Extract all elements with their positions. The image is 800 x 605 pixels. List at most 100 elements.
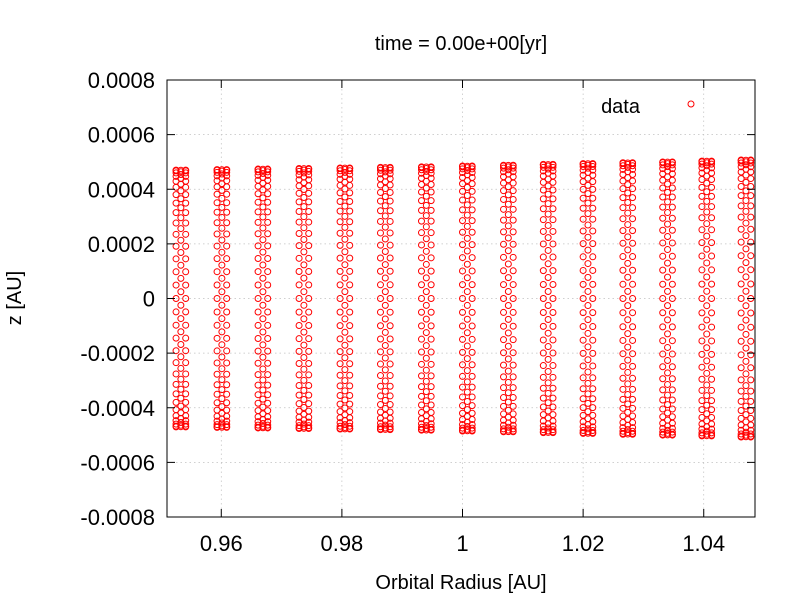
data-point (259, 341, 267, 349)
data-point (584, 329, 592, 337)
data-point (549, 403, 557, 411)
data-point (544, 329, 552, 337)
data-point (300, 248, 308, 256)
data-point (468, 348, 476, 356)
data-point (417, 281, 425, 289)
data-point (346, 308, 354, 316)
data-point (254, 381, 262, 389)
data-point (624, 209, 632, 217)
x-tick-label: 1.04 (682, 531, 725, 556)
data-point (459, 187, 467, 195)
data-point (544, 424, 552, 432)
data-point (463, 247, 471, 255)
data-point (579, 253, 587, 261)
data-point (708, 375, 716, 383)
data-point (381, 354, 389, 362)
data-point (463, 211, 471, 219)
data-point (254, 295, 262, 302)
legend: data (601, 96, 695, 118)
data-point (295, 308, 303, 316)
data-point (549, 160, 557, 168)
data-point (177, 171, 185, 179)
data-point (629, 362, 637, 370)
data-point (619, 374, 627, 382)
data-point (172, 230, 180, 238)
data-point (386, 241, 394, 249)
data-point (549, 429, 557, 437)
data-point (381, 168, 389, 176)
data-point (341, 301, 349, 309)
data-point (300, 404, 308, 412)
data-point (177, 423, 185, 431)
data-point (177, 402, 185, 410)
data-point (742, 161, 750, 169)
data-point (336, 348, 344, 356)
data-point (422, 366, 430, 374)
data-point (417, 197, 425, 205)
data-point (664, 163, 672, 171)
data-point (172, 380, 180, 388)
data-point (737, 407, 745, 415)
data-point (376, 217, 384, 225)
data-point (698, 176, 706, 184)
data-point (504, 367, 512, 375)
data-point (664, 198, 672, 206)
data-point (584, 210, 592, 218)
data-point (539, 429, 547, 437)
y-tick-label: -0.0006 (80, 450, 155, 475)
data-point (664, 158, 672, 166)
data-point (468, 402, 476, 410)
data-point (509, 384, 517, 392)
data-point (747, 387, 755, 395)
data-point (295, 322, 303, 330)
data-point (579, 336, 587, 344)
data-point (544, 379, 552, 387)
data-point (381, 315, 389, 323)
data-point (509, 349, 517, 357)
data-point (213, 219, 221, 227)
data-point (629, 239, 637, 247)
data-point (737, 182, 745, 190)
data-point (668, 405, 676, 413)
data-point (254, 268, 262, 276)
data-point (589, 309, 597, 317)
data-point (668, 295, 676, 302)
data-point (463, 406, 471, 414)
data-point (223, 190, 231, 198)
data-point (305, 198, 313, 206)
data-point (264, 321, 272, 329)
legend-label: data (601, 96, 641, 118)
data-point (584, 246, 592, 254)
data-point (295, 218, 303, 226)
data-point (629, 215, 637, 223)
data-point (336, 254, 344, 262)
data-point (504, 222, 512, 230)
data-point (504, 200, 512, 208)
data-point (703, 432, 711, 440)
data-point (172, 359, 180, 367)
data-point (177, 341, 185, 349)
data-point (346, 371, 354, 379)
data-point (664, 343, 672, 351)
data-point (346, 267, 354, 275)
data-point (305, 308, 313, 316)
data-point (584, 316, 592, 324)
data-point (182, 308, 190, 316)
data-point (300, 354, 308, 362)
data-point (259, 424, 267, 432)
data-point (742, 428, 750, 436)
data-point (381, 366, 389, 374)
data-point (703, 232, 711, 240)
data-point (504, 398, 512, 406)
data-point (629, 227, 637, 235)
data-point (589, 185, 597, 193)
data-point (459, 196, 467, 204)
data-point (213, 268, 221, 276)
data-point (737, 225, 745, 233)
data-point (703, 369, 711, 377)
data-point (463, 422, 471, 430)
data-point (422, 422, 430, 430)
data-point (218, 365, 226, 373)
data-point (584, 199, 592, 207)
data-point (703, 302, 711, 310)
